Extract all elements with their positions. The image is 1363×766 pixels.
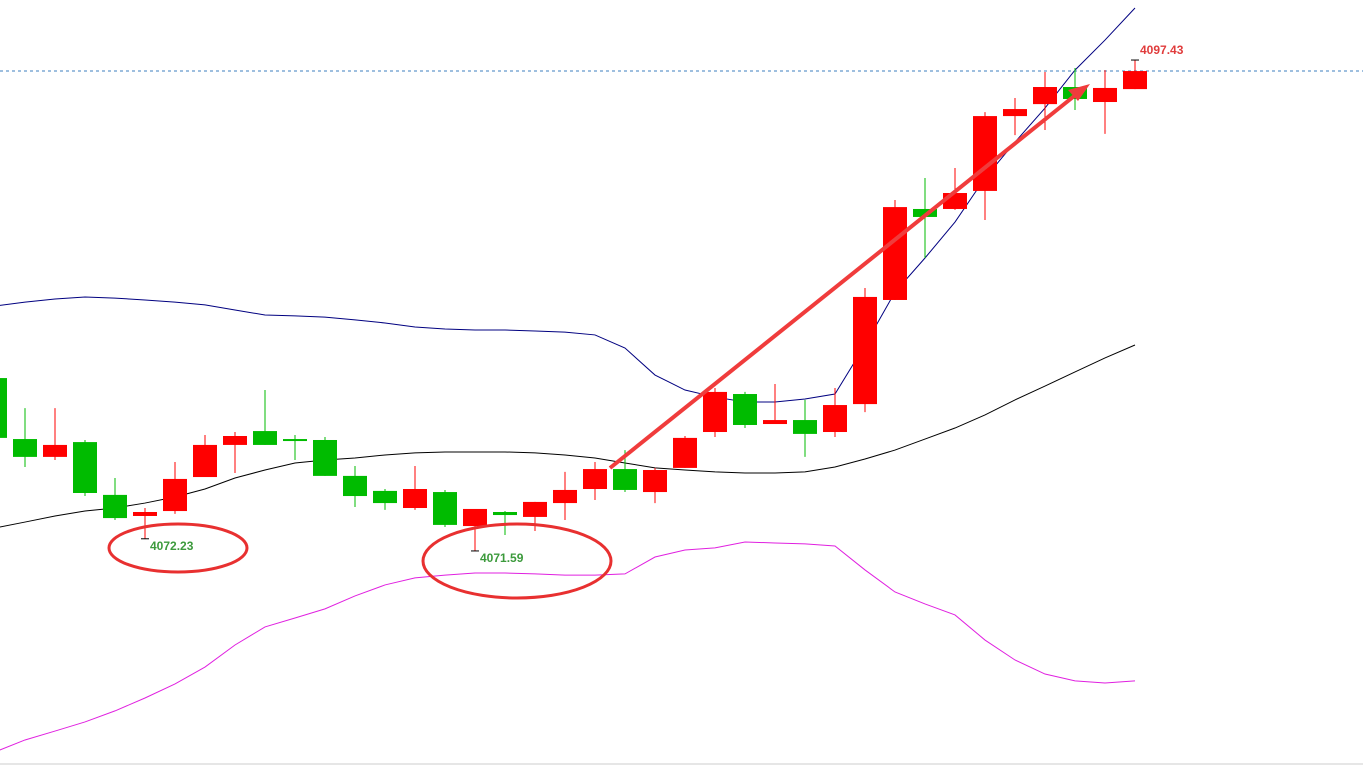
candle-body <box>163 478 187 512</box>
band-line <box>0 7 1136 403</box>
candle-body <box>583 469 607 490</box>
candle-body <box>823 405 847 433</box>
candle-body <box>43 444 67 457</box>
candle-body <box>1033 87 1057 105</box>
low-label: 4071.59 <box>480 551 524 565</box>
candle-body <box>763 420 787 425</box>
candle-body <box>733 394 757 425</box>
circle-annotation <box>107 522 249 574</box>
candle-body <box>643 470 667 493</box>
candle-body <box>0 378 7 438</box>
candle-body <box>853 296 877 405</box>
candle-body <box>433 492 457 525</box>
candle-body <box>793 420 817 434</box>
candle-body <box>373 490 397 504</box>
band-line <box>0 541 1136 751</box>
candle-body <box>193 444 217 478</box>
candle-body <box>523 501 547 517</box>
candle-body <box>883 207 907 300</box>
candle-body <box>253 431 277 445</box>
plot-area: 4097.43 4072.23 4071.59 <box>0 7 1363 751</box>
candle-body <box>313 439 337 476</box>
candle-body <box>223 436 247 445</box>
candle-body <box>403 489 427 509</box>
candle-body <box>283 439 307 442</box>
candle-body <box>1003 109 1027 117</box>
low-label: 4072.23 <box>150 539 194 553</box>
candle-body <box>133 511 157 516</box>
candle-body <box>73 442 97 493</box>
candle-body <box>913 208 937 217</box>
candle-body <box>1093 87 1117 103</box>
high-label: 4097.43 <box>1140 43 1184 57</box>
circle-annotation <box>421 522 613 600</box>
annotations <box>107 84 1090 600</box>
candle-body <box>103 494 127 519</box>
candle-body <box>343 475 367 497</box>
candle-body <box>553 489 577 504</box>
trend-arrow <box>608 91 1080 470</box>
candle-body <box>973 116 997 191</box>
candle-body <box>943 193 967 209</box>
candle-body <box>613 469 637 490</box>
candle-body <box>673 437 697 468</box>
candle-body <box>493 511 517 516</box>
candle-body <box>703 391 727 433</box>
candle-body <box>13 439 37 457</box>
arrow-head <box>1068 84 1090 101</box>
candle-body <box>463 508 487 527</box>
candle-body <box>1123 71 1147 90</box>
